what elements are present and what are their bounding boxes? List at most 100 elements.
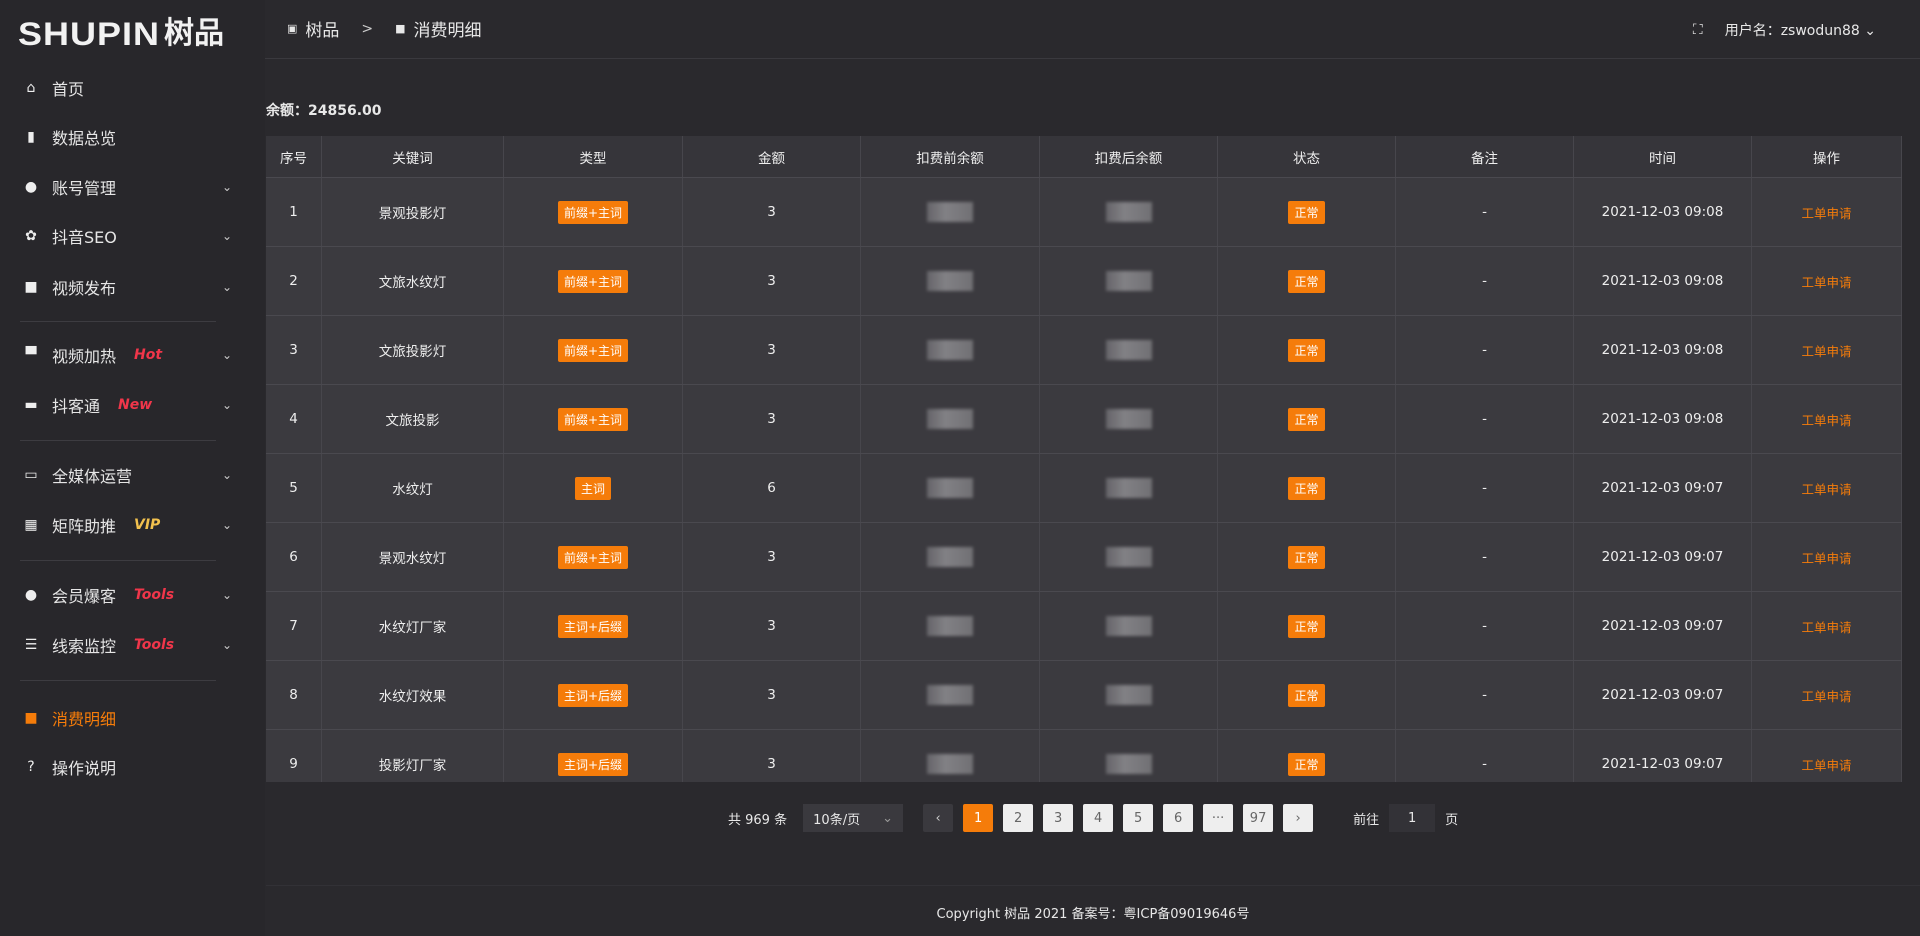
sidebar-divider xyxy=(20,440,216,441)
table-row: 1 景观投影灯 前缀+主词 3 正常 - 2021-12-03 09:08 工单… xyxy=(266,178,1902,247)
ticket-apply-link[interactable]: 工单申请 xyxy=(1801,343,1852,359)
next-page-button[interactable]: › xyxy=(1283,804,1314,832)
billboard-icon: ▀ xyxy=(25,347,37,363)
page-button[interactable]: 5 xyxy=(1123,804,1154,832)
chevron-down-icon: ⌄ xyxy=(221,468,232,482)
logo: SHUPIN 树品 xyxy=(18,10,224,52)
status-badge: 正常 xyxy=(1288,407,1325,431)
home-icon: ⌂ xyxy=(26,80,36,96)
status-badge: 正常 xyxy=(1288,476,1325,500)
time: 2021-12-03 09:07 xyxy=(1574,730,1752,782)
sidebar-item[interactable]: ● 会员爆客 Tools ⌄ xyxy=(22,575,232,615)
balance-before xyxy=(861,661,1040,729)
balance-before xyxy=(861,592,1040,660)
status-cell: 正常 xyxy=(1218,454,1396,522)
table-row: 7 水纹灯厂家 主词+后缀 3 正常 - 2021-12-03 09:07 工单… xyxy=(266,592,1902,661)
ticket-apply-link[interactable]: 工单申请 xyxy=(1801,757,1852,773)
note: - xyxy=(1396,385,1574,453)
column-header: 时间 xyxy=(1574,136,1752,177)
note: - xyxy=(1396,523,1574,591)
sliders-icon: ☰ xyxy=(24,637,38,653)
table-row: 5 水纹灯 主词 6 正常 - 2021-12-03 09:07 工单申请 xyxy=(266,454,1902,523)
sidebar-item-label: 矩阵助推 xyxy=(52,517,117,536)
chart-icon: ▣ xyxy=(287,22,298,35)
goto-suffix: 页 xyxy=(1445,812,1459,828)
page-button[interactable]: 1 xyxy=(963,804,994,832)
type-cell: 前缀+主词 xyxy=(504,247,683,315)
table-row: 3 文旅投影灯 前缀+主词 3 正常 - 2021-12-03 09:08 工单… xyxy=(266,316,1902,385)
page-button[interactable]: 2 xyxy=(1003,804,1034,832)
keyword: 水纹灯厂家 xyxy=(322,592,504,660)
wallet-icon: ■ xyxy=(24,710,38,726)
keyword: 景观水纹灯 xyxy=(322,523,504,591)
sidebar-item[interactable]: ☰ 线索监控 Tools ⌄ xyxy=(22,625,232,665)
type-badge: 前缀+主词 xyxy=(557,407,629,431)
row-number: 4 xyxy=(266,385,322,453)
sidebar-item[interactable]: ✿ 抖音SEO ⌄ xyxy=(22,216,232,256)
blurred-value xyxy=(927,478,973,498)
status-badge: 正常 xyxy=(1288,614,1325,638)
prev-page-button[interactable]: ‹ xyxy=(923,804,954,832)
sidebar-item-label: 抖音SEO xyxy=(52,228,117,247)
page-button[interactable]: ··· xyxy=(1203,804,1234,832)
help-icon: ? xyxy=(27,759,35,775)
table-row: 2 文旅水纹灯 前缀+主词 3 正常 - 2021-12-03 09:08 工单… xyxy=(266,247,1902,316)
type-cell: 主词+后缀 xyxy=(504,592,683,660)
row-number: 9 xyxy=(266,730,322,782)
type-badge: 前缀+主词 xyxy=(557,338,629,362)
note: - xyxy=(1396,454,1574,522)
ticket-apply-link[interactable]: 工单申请 xyxy=(1801,481,1852,497)
ticket-apply-link[interactable]: 工单申请 xyxy=(1801,550,1852,566)
ticket-apply-link[interactable]: 工单申请 xyxy=(1801,688,1852,704)
balance-after xyxy=(1040,730,1218,782)
blurred-value xyxy=(1105,202,1152,222)
page-size-select[interactable]: 10条/页 ⌄ xyxy=(803,804,904,832)
page-button[interactable]: 6 xyxy=(1163,804,1194,832)
blurred-value xyxy=(1105,616,1152,636)
ticket-apply-link[interactable]: 工单申请 xyxy=(1801,274,1852,290)
user-icon: ● xyxy=(24,179,38,195)
page-button[interactable]: 3 xyxy=(1043,804,1074,832)
chevron-down-icon: ⌄ xyxy=(221,348,232,362)
ticket-apply-link[interactable]: 工单申请 xyxy=(1801,619,1852,635)
column-header: 备注 xyxy=(1396,136,1574,177)
note: - xyxy=(1396,247,1574,315)
action-cell: 工单申请 xyxy=(1752,592,1902,660)
sidebar-item-label: 消费明细 xyxy=(52,710,117,729)
breadcrumb-root[interactable]: 树品 xyxy=(305,21,340,41)
balance-before xyxy=(861,247,1040,315)
chevron-down-icon: ⌄ xyxy=(221,280,232,294)
page-button[interactable]: 97 xyxy=(1243,804,1274,832)
page-button[interactable]: 4 xyxy=(1083,804,1114,832)
sidebar-item[interactable]: ▮ 数据总览 xyxy=(22,117,232,157)
camera-icon: ■ xyxy=(24,279,38,295)
keyword: 景观投影灯 xyxy=(322,178,504,246)
balance-after xyxy=(1040,316,1218,384)
ticket-apply-link[interactable]: 工单申请 xyxy=(1801,205,1852,221)
column-header: 类型 xyxy=(504,136,683,177)
blurred-value xyxy=(1105,754,1152,774)
sidebar-item[interactable]: ▭ 全媒体运营 ⌄ xyxy=(22,455,232,495)
status-cell: 正常 xyxy=(1218,730,1396,782)
chevron-down-icon: ⌄ xyxy=(221,638,232,652)
type-cell: 主词+后缀 xyxy=(504,730,683,782)
blurred-value xyxy=(927,685,973,705)
user-menu[interactable]: 用户名：zswodun88 ⌄ xyxy=(1725,20,1876,40)
row-number: 3 xyxy=(266,316,322,384)
sidebar-item[interactable]: ▀ 视频加热 Hot ⌄ xyxy=(22,335,232,375)
type-cell: 前缀+主词 xyxy=(504,523,683,591)
sidebar-item[interactable]: ? 操作说明 xyxy=(22,747,232,787)
sidebar-item[interactable]: ■ 视频发布 ⌄ xyxy=(22,267,232,307)
row-number: 6 xyxy=(266,523,322,591)
goto-page-input[interactable]: 1 xyxy=(1389,804,1436,832)
sidebar-item[interactable]: ■ 消费明细 xyxy=(22,698,232,738)
chevron-down-icon: ⌄ xyxy=(221,518,232,532)
ticket-apply-link[interactable]: 工单申请 xyxy=(1801,412,1852,428)
fullscreen-icon[interactable]: ⛶ xyxy=(1692,22,1703,38)
keyword: 水纹灯效果 xyxy=(322,661,504,729)
sidebar-item[interactable]: ⌂ 首页 xyxy=(22,68,232,108)
sidebar-item[interactable]: ▦ 矩阵助推 VIP ⌄ xyxy=(22,505,232,545)
sidebar-item[interactable]: ● 账号管理 ⌄ xyxy=(22,167,232,207)
blurred-value xyxy=(927,202,973,222)
sidebar-item[interactable]: ▬ 抖客通 New ⌄ xyxy=(22,385,232,425)
